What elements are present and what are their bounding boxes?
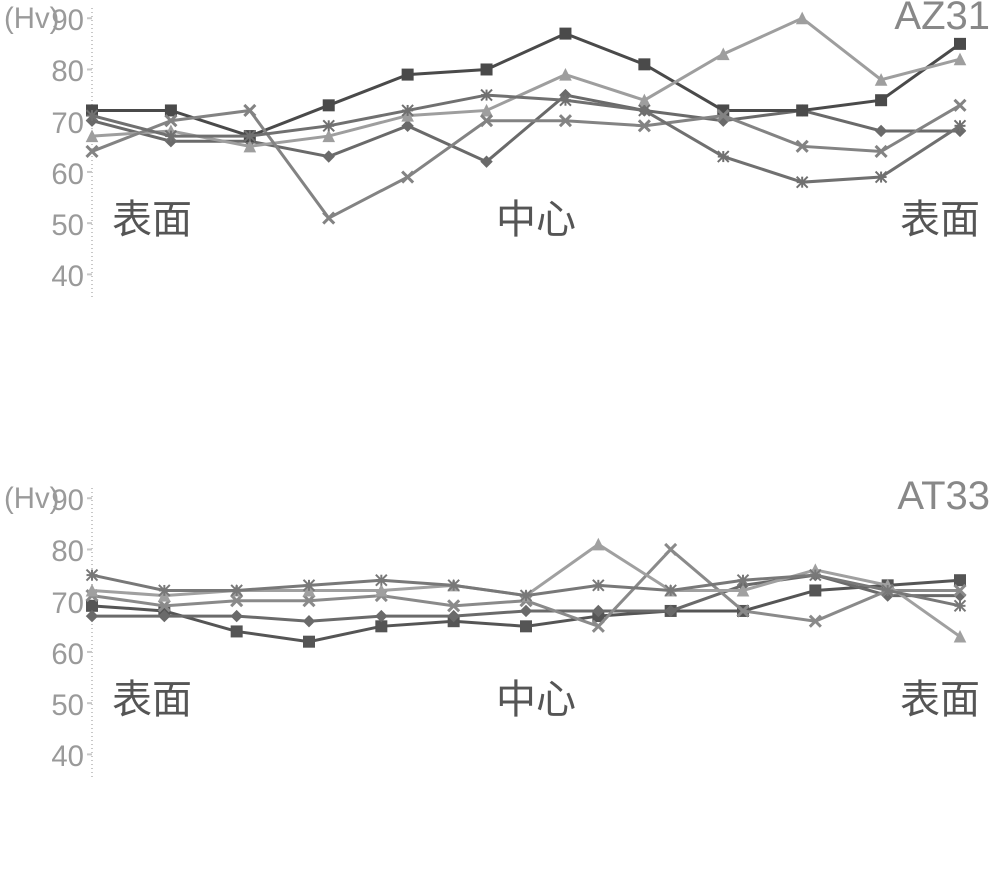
chart-panel-at33: (Hv)AT33405060708090表面中心表面 bbox=[0, 480, 1000, 810]
chart-panel-az31: (Hv)AZ31405060708090表面中心表面 bbox=[0, 0, 1000, 330]
plot-area bbox=[0, 0, 1000, 330]
plot-area bbox=[0, 480, 1000, 810]
